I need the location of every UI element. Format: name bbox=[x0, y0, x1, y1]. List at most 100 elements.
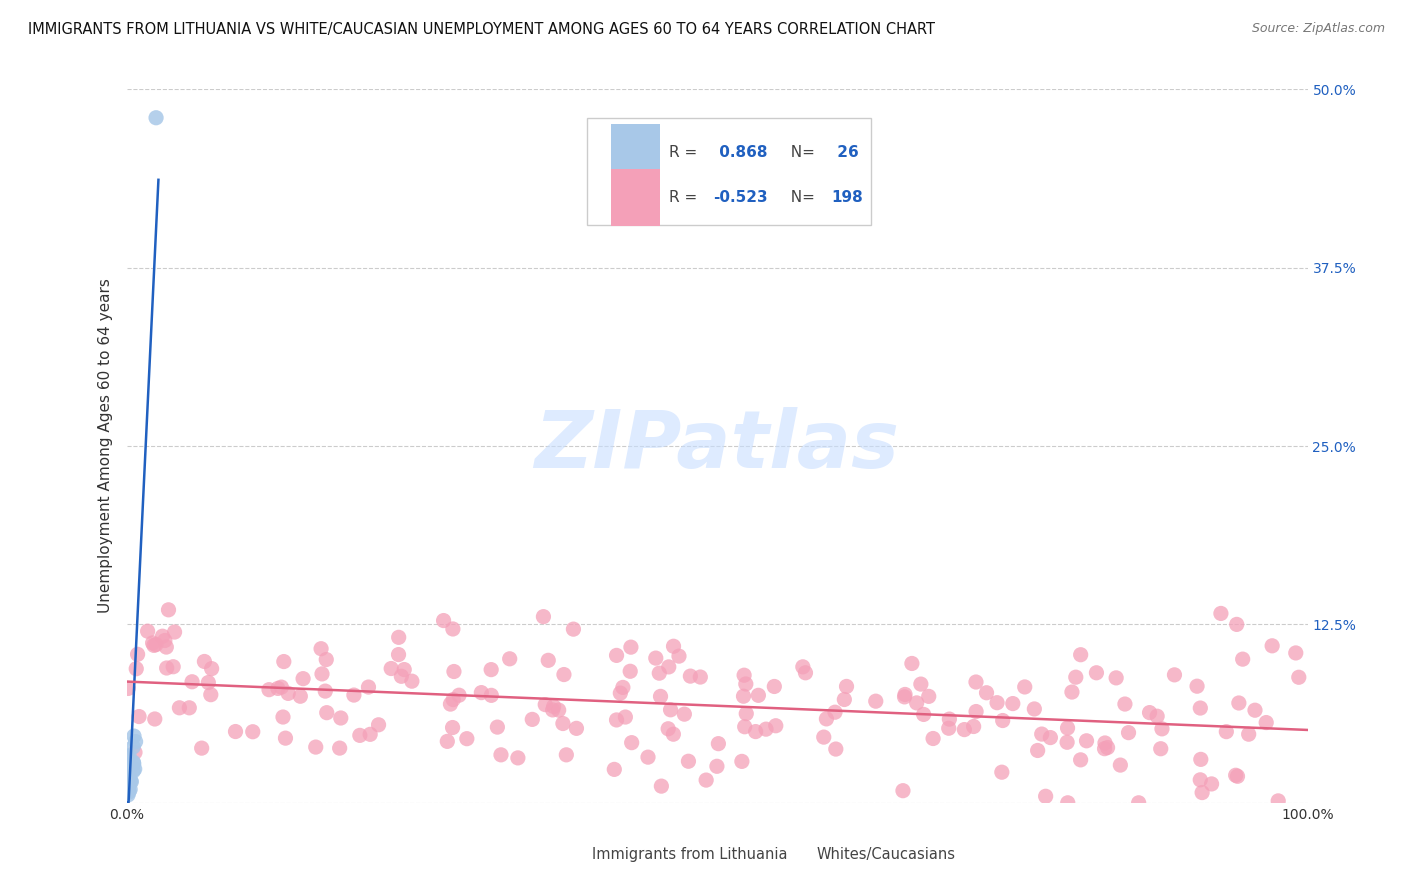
Text: Whites/Caucasians: Whites/Caucasians bbox=[817, 847, 955, 863]
Point bbox=[734, 677, 756, 691]
Point bbox=[918, 690, 941, 704]
Point bbox=[1237, 727, 1260, 741]
Point bbox=[441, 692, 464, 706]
Point bbox=[673, 707, 696, 722]
Point bbox=[277, 686, 299, 700]
Point bbox=[662, 640, 685, 654]
Point bbox=[274, 731, 297, 746]
Point bbox=[124, 762, 146, 776]
Point bbox=[1094, 741, 1116, 756]
Text: Immigrants from Lithuania: Immigrants from Lithuania bbox=[592, 847, 787, 863]
Point bbox=[1261, 639, 1284, 653]
Point bbox=[619, 665, 641, 679]
Point bbox=[1189, 772, 1212, 787]
Point bbox=[565, 722, 588, 736]
Point bbox=[1150, 741, 1173, 756]
Point bbox=[910, 677, 932, 691]
Point bbox=[506, 751, 529, 765]
Point bbox=[441, 721, 464, 735]
Text: IMMIGRANTS FROM LITHUANIA VS WHITE/CAUCASIAN UNEMPLOYMENT AMONG AGES 60 TO 64 YE: IMMIGRANTS FROM LITHUANIA VS WHITE/CAUCA… bbox=[28, 22, 935, 37]
Point bbox=[1114, 697, 1136, 711]
Point bbox=[118, 783, 141, 797]
Point bbox=[824, 742, 846, 756]
Point bbox=[606, 713, 628, 727]
Point bbox=[1094, 736, 1116, 750]
Point bbox=[901, 657, 924, 671]
Point bbox=[1001, 697, 1024, 711]
Point bbox=[1056, 721, 1078, 735]
Text: -0.523: -0.523 bbox=[713, 190, 768, 205]
Point bbox=[533, 609, 555, 624]
FancyBboxPatch shape bbox=[588, 118, 870, 225]
Point bbox=[343, 688, 366, 702]
Point bbox=[329, 741, 352, 756]
Point bbox=[668, 649, 690, 664]
Point bbox=[267, 681, 290, 696]
Point bbox=[292, 672, 315, 686]
Point bbox=[124, 734, 146, 748]
FancyBboxPatch shape bbox=[772, 838, 813, 871]
Point bbox=[606, 648, 628, 663]
Point bbox=[824, 705, 846, 719]
Point bbox=[763, 680, 786, 694]
Point bbox=[834, 692, 856, 706]
Point bbox=[315, 706, 337, 720]
Point bbox=[118, 770, 141, 784]
Point bbox=[125, 662, 148, 676]
Point bbox=[1267, 794, 1289, 808]
Point bbox=[644, 651, 666, 665]
Point bbox=[938, 712, 960, 726]
Point bbox=[118, 762, 141, 776]
Point bbox=[118, 765, 141, 780]
Point bbox=[117, 681, 139, 696]
Point bbox=[142, 639, 165, 653]
Point bbox=[117, 782, 139, 797]
Point bbox=[432, 614, 454, 628]
Point bbox=[547, 703, 569, 717]
Point bbox=[157, 603, 180, 617]
Point bbox=[679, 669, 702, 683]
Point bbox=[689, 670, 711, 684]
Point bbox=[122, 764, 145, 778]
Point bbox=[120, 782, 142, 797]
Point bbox=[1288, 670, 1310, 684]
Point bbox=[273, 655, 295, 669]
Point bbox=[792, 660, 814, 674]
Point bbox=[120, 774, 142, 789]
Point bbox=[662, 727, 685, 741]
Point bbox=[136, 624, 159, 639]
Point bbox=[835, 680, 858, 694]
Point bbox=[555, 747, 578, 762]
Point bbox=[562, 622, 585, 636]
Point bbox=[658, 660, 681, 674]
Point bbox=[765, 719, 787, 733]
Point bbox=[153, 633, 176, 648]
Point bbox=[489, 747, 512, 762]
Point bbox=[1215, 724, 1237, 739]
Point bbox=[401, 674, 423, 689]
Point bbox=[962, 719, 984, 733]
Point bbox=[1225, 768, 1247, 782]
Point bbox=[747, 689, 769, 703]
Point bbox=[1064, 670, 1087, 684]
Point bbox=[117, 779, 139, 793]
Point bbox=[1163, 668, 1185, 682]
Point bbox=[976, 686, 998, 700]
Point bbox=[315, 652, 337, 666]
Point bbox=[922, 731, 945, 746]
Point bbox=[124, 745, 146, 759]
Point bbox=[543, 699, 565, 714]
Point bbox=[733, 668, 755, 682]
Point bbox=[443, 665, 465, 679]
Point bbox=[122, 756, 145, 770]
Point bbox=[193, 655, 215, 669]
Point bbox=[815, 712, 838, 726]
Point bbox=[441, 622, 464, 636]
Point bbox=[537, 653, 560, 667]
Point bbox=[145, 111, 167, 125]
Point bbox=[659, 703, 682, 717]
Point bbox=[156, 661, 179, 675]
Point bbox=[650, 690, 672, 704]
Point bbox=[394, 663, 416, 677]
Point bbox=[534, 698, 557, 712]
